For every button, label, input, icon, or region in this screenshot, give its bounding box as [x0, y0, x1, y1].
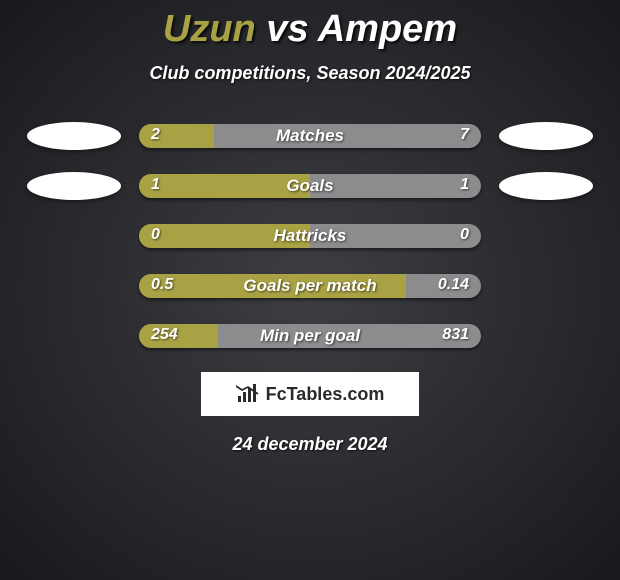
- title-left: Uzun: [163, 8, 256, 50]
- title-right: vs Ampem: [266, 8, 457, 50]
- badge-spacer: [499, 272, 593, 300]
- stat-row: 27Matches: [0, 122, 620, 150]
- chart-icon: [236, 384, 260, 404]
- subtitle: Club competitions, Season 2024/2025: [0, 63, 620, 84]
- team-badge-left: [27, 122, 121, 150]
- team-badge-right: [499, 122, 593, 150]
- stat-bar: 00Hattricks: [139, 224, 481, 248]
- stat-row: 00Hattricks: [0, 222, 620, 250]
- stat-row: 254831Min per goal: [0, 322, 620, 350]
- stat-rows: 27Matches 11Goals 00Hattricks 0.50.14Goals …: [0, 122, 620, 350]
- stat-bar: 0.50.14Goals per match: [139, 274, 481, 298]
- stat-label: Min per goal: [139, 326, 481, 346]
- badge-spacer: [27, 272, 121, 300]
- stat-bar: 254831Min per goal: [139, 324, 481, 348]
- stat-label: Hattricks: [139, 226, 481, 246]
- badge-spacer: [27, 322, 121, 350]
- brand-box[interactable]: FcTables.com: [201, 372, 419, 416]
- team-badge-right: [499, 172, 593, 200]
- stat-label: Goals: [139, 176, 481, 196]
- stat-row: 11Goals: [0, 172, 620, 200]
- stat-label: Goals per match: [139, 276, 481, 296]
- stat-row: 0.50.14Goals per match: [0, 272, 620, 300]
- page-title: Uzun vs Ampem: [0, 0, 620, 51]
- badge-spacer: [27, 222, 121, 250]
- stat-label: Matches: [139, 126, 481, 146]
- badge-spacer: [499, 222, 593, 250]
- stat-bar: 11Goals: [139, 174, 481, 198]
- date-label: 24 december 2024: [0, 434, 620, 455]
- stat-bar: 27Matches: [139, 124, 481, 148]
- badge-spacer: [499, 322, 593, 350]
- brand-label: FcTables.com: [266, 384, 385, 405]
- team-badge-left: [27, 172, 121, 200]
